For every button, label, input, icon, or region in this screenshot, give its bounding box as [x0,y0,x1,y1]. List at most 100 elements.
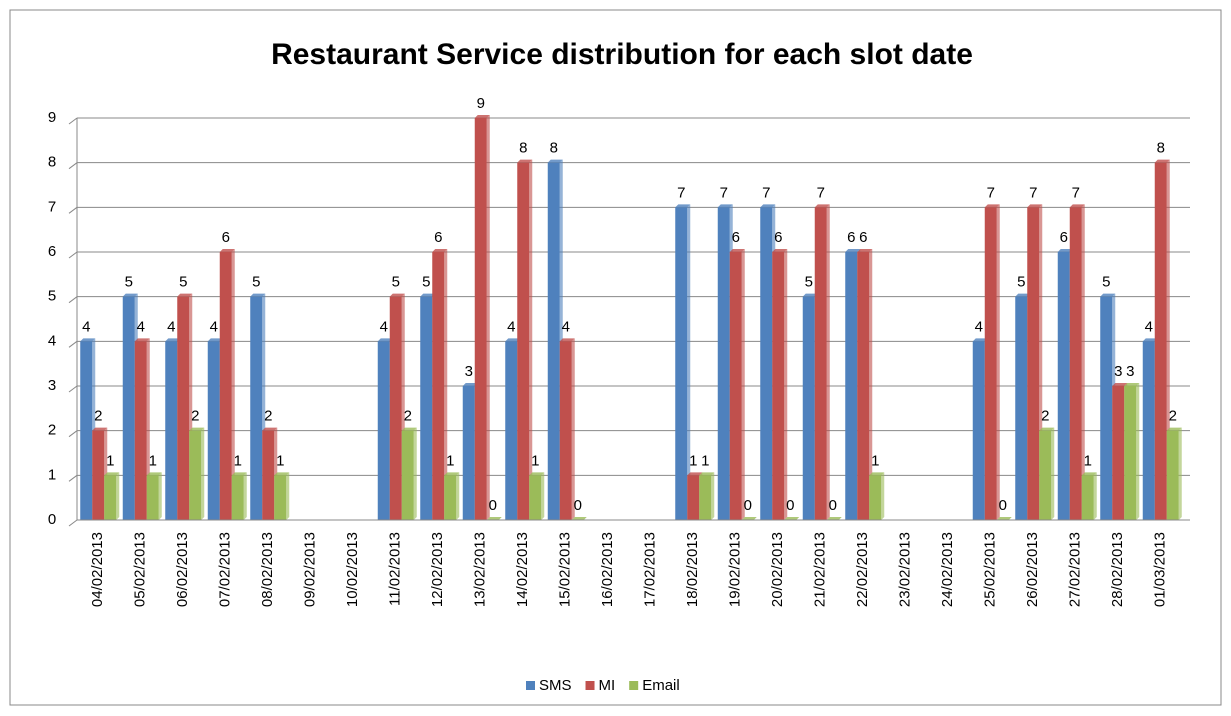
bar [547,162,560,520]
bar-top [189,427,205,431]
bar [231,475,244,520]
y-tick-label: 8 [48,154,56,171]
bar-top [741,517,757,520]
data-label: 5 [805,274,813,291]
x-tick-label: 16/02/2013 [599,532,616,607]
bar-top [717,204,733,208]
bar [1112,386,1125,520]
data-label: 0 [786,497,794,514]
data-label: 1 [1084,452,1092,469]
bar [122,296,135,520]
bar-top [122,293,138,297]
bar-top [1154,159,1170,163]
bar-top [1081,472,1097,476]
bar [462,386,475,520]
y-tick-label: 5 [48,288,56,305]
data-label: 0 [574,497,582,514]
bar-top [972,338,988,342]
bar-top [177,293,193,297]
data-label: 6 [222,229,230,246]
bar-side [741,249,745,520]
bar-top [845,249,861,252]
bar [687,475,700,520]
x-tick-label: 27/02/2013 [1067,532,1084,607]
legend-swatch [585,681,595,690]
legend-swatch [629,681,639,690]
bar [420,296,433,520]
bar-side [231,249,235,520]
bar-side [784,249,788,520]
bar-top [401,427,417,431]
bar-top [675,204,691,208]
data-label: 7 [720,184,728,201]
bar-top [559,338,575,342]
bar-top [104,472,120,476]
bar [984,207,997,521]
bar-side [1093,472,1097,520]
data-label: 7 [1029,184,1037,201]
bar-side [1178,427,1182,520]
data-label: 6 [859,229,867,246]
bar-top [984,204,1000,208]
data-label: 7 [762,184,770,201]
bar-side [1081,204,1085,521]
data-label: 1 [531,452,539,469]
bar-side [158,472,162,520]
bar-top [760,204,776,208]
grid-depth [68,251,78,259]
bar-top [262,427,278,431]
x-tick-label: 25/02/2013 [982,532,999,607]
data-label: 3 [1114,363,1122,380]
y-tick-label: 1 [48,466,56,483]
bar [219,252,232,520]
y-tick-label: 2 [48,422,56,439]
bar-top [802,293,818,297]
legend-swatch [526,681,535,690]
data-label: 6 [732,229,740,246]
bar [559,341,572,520]
x-tick-label: 14/02/2013 [514,532,531,607]
bar-top [857,249,873,252]
bar [444,475,457,520]
bar-top [444,472,460,476]
x-tick-label: 05/02/2013 [132,532,149,607]
bar-top [826,517,842,520]
x-tick-label: 01/03/2013 [1152,532,1169,607]
data-label: 5 [125,274,133,291]
bar [772,252,785,520]
data-label: 9 [477,95,485,112]
bar-top [134,338,150,342]
data-label: 5 [1017,274,1025,291]
data-label: 2 [1169,408,1177,425]
bar-side [456,472,460,520]
bar-top [1039,427,1055,431]
bar-top [92,427,108,431]
bar [1124,386,1137,520]
data-label: 4 [380,318,388,335]
x-tick-label: 17/02/2013 [642,532,659,607]
bar-top [814,204,830,208]
data-label: 1 [446,452,454,469]
data-label: 7 [817,184,825,201]
bar [104,475,117,520]
bar-side [881,472,885,520]
bar-side [286,472,290,520]
bar-top [772,249,788,252]
bar-side [444,249,448,520]
y-tick-label: 4 [48,332,56,349]
data-label: 4 [1145,318,1153,335]
bar [760,207,773,521]
grid-depth [68,296,78,304]
x-tick-label: 07/02/2013 [217,532,234,607]
x-tick-label: 15/02/2013 [557,532,574,607]
data-label: 3 [465,363,473,380]
x-tick-label: 20/02/2013 [769,532,786,607]
y-tick-label: 3 [48,377,56,394]
bar [699,475,712,520]
bar [729,252,742,520]
bar-side [1051,427,1055,520]
x-tick-label: 23/02/2013 [897,532,914,607]
data-label: 4 [975,318,983,335]
data-label: 2 [191,408,199,425]
